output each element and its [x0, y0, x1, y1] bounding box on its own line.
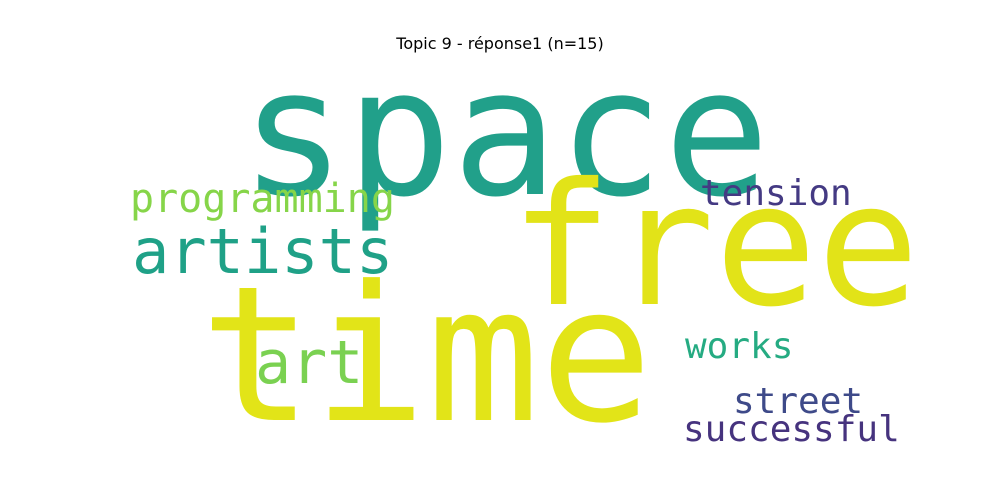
word-space: space: [240, 31, 770, 236]
word-successful: successful: [683, 409, 900, 450]
word-programming: programming: [130, 176, 395, 222]
word-artists: artists: [132, 215, 393, 288]
chart-title: Topic 9 - réponse1 (n=15): [396, 34, 604, 53]
word-street: street: [733, 381, 863, 422]
word-tension: tension: [700, 173, 852, 214]
word-free: free: [510, 147, 919, 345]
word-art: art: [255, 328, 363, 398]
word-time: time: [200, 246, 653, 465]
word-works: works: [685, 326, 793, 367]
